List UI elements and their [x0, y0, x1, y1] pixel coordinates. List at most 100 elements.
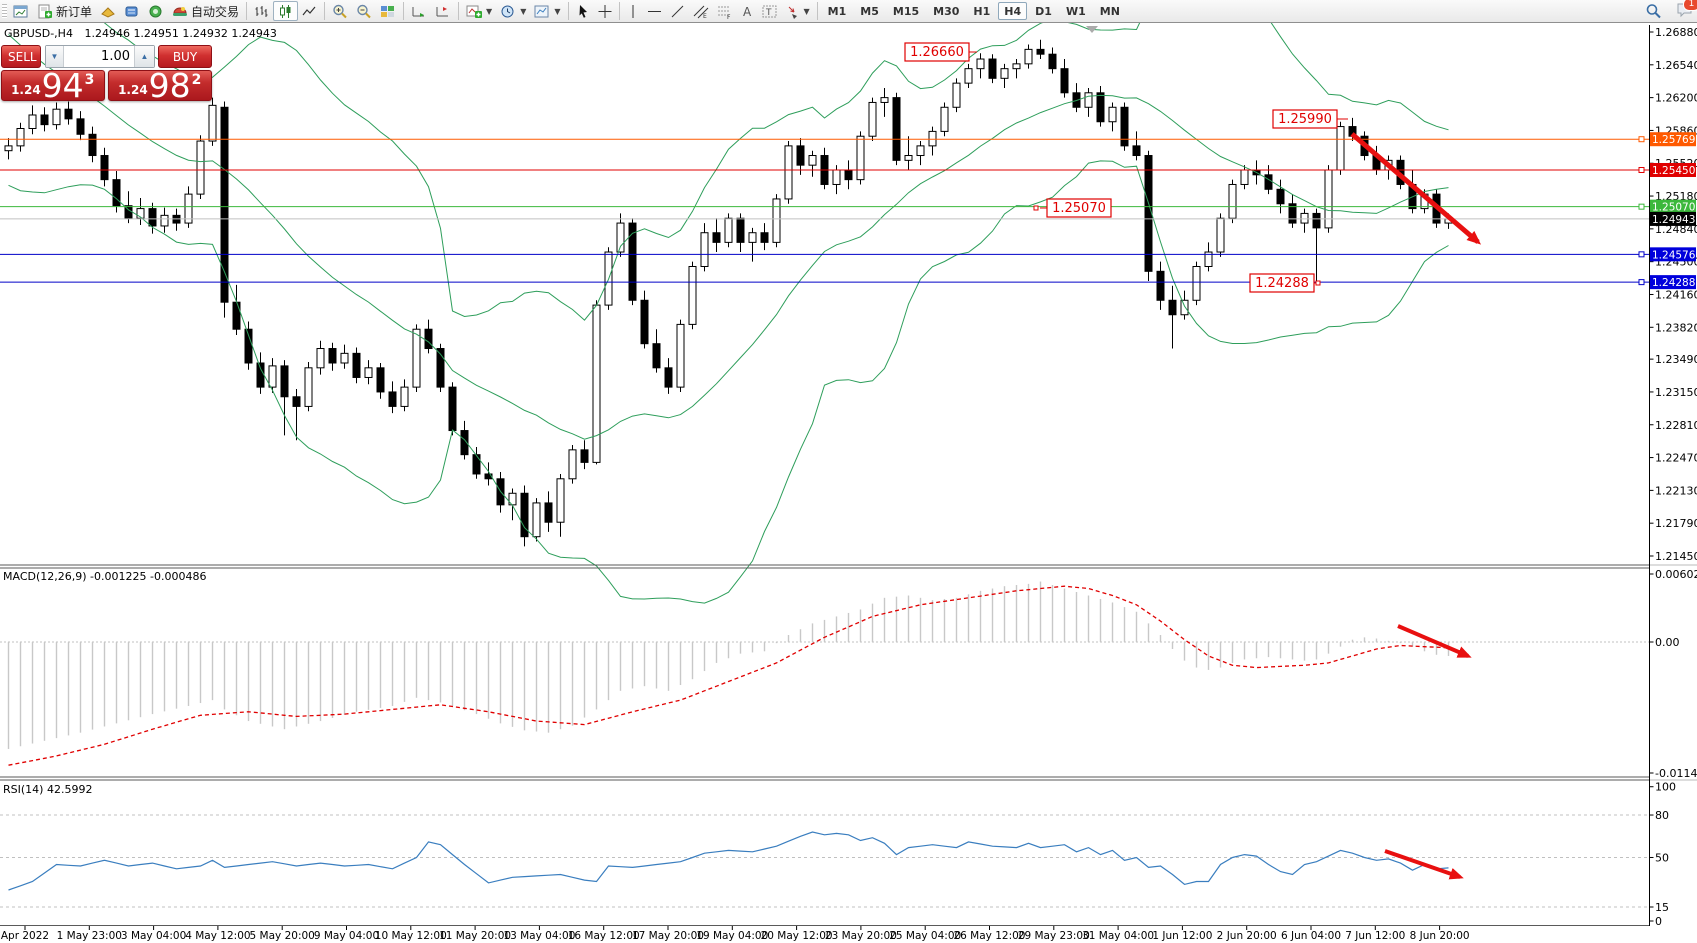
candle [1048, 47, 1057, 74]
time-axis[interactable]: Apr 2022 1 May 23:003 May 04:004 May 12:0… [1, 926, 1470, 942]
rsi-panel[interactable] [0, 814, 1649, 908]
zoom-out-icon [357, 4, 371, 18]
trend-arrow[interactable] [1350, 132, 1482, 245]
timeframe-m15-button[interactable]: M15 [887, 2, 925, 20]
toolbar-separator [816, 2, 818, 20]
price-annotation-box[interactable] [904, 42, 970, 62]
timeframe-d1-button[interactable]: D1 [1029, 2, 1058, 20]
arrows-tool-button[interactable]: ▼ [782, 1, 814, 21]
trendline-tool-button[interactable] [666, 1, 689, 21]
horizontal-lines-layer[interactable] [0, 136, 1649, 286]
zoom-out-button[interactable] [352, 1, 376, 21]
timeframe-h4-button[interactable]: H4 [998, 2, 1028, 20]
navigator-button[interactable] [144, 1, 168, 21]
channel-tool-button[interactable]: E [689, 1, 713, 21]
toolbar-separator [567, 2, 569, 20]
candlestick-mode-button[interactable] [273, 1, 299, 21]
zoom-in-icon [333, 4, 347, 18]
buy-price-box[interactable]: 1.24 98 2 [107, 69, 212, 102]
auto-trading-button[interactable]: 自动交易 [168, 1, 243, 21]
toolbar-separator [458, 2, 460, 20]
svg-text:F: F [727, 14, 731, 19]
candle [856, 131, 865, 185]
timeframe-w1-button[interactable]: W1 [1060, 2, 1092, 20]
timeframe-m1-button[interactable]: M1 [822, 2, 853, 20]
candle [568, 445, 577, 484]
price-annotation-box[interactable] [1249, 273, 1315, 293]
timeframe-h1-button[interactable]: H1 [967, 2, 996, 20]
timeframe-m30-button[interactable]: M30 [927, 2, 965, 20]
price-annotation-box[interactable] [1272, 109, 1338, 129]
auto-scroll-button[interactable] [407, 1, 431, 21]
volume-up-button[interactable]: ▲ [134, 46, 154, 67]
text-tool-button[interactable]: A [737, 1, 758, 21]
cursor-tool-button[interactable] [572, 1, 594, 21]
new-order-button[interactable]: 新订单 [33, 1, 96, 21]
vertical-line-tool-button[interactable] [623, 1, 643, 21]
horizontal-line-tool-button[interactable] [643, 1, 666, 21]
volume-down-button[interactable]: ▼ [46, 46, 64, 67]
rsi-tick-label: 80 [1655, 809, 1669, 822]
periods-button[interactable]: ▼ [496, 1, 530, 21]
toolbar-grip[interactable] [2, 4, 7, 18]
volume-input[interactable] [64, 46, 134, 67]
text-label-tool-button[interactable]: T [758, 1, 782, 21]
fibonacci-tool-button[interactable]: F [713, 1, 737, 21]
candle [820, 147, 829, 190]
trend-arrows-layer[interactable] [1350, 132, 1482, 880]
candle [352, 347, 361, 384]
templates-button[interactable]: ▼ [530, 1, 564, 21]
candle [328, 342, 337, 371]
crosshair-tool-button[interactable] [594, 1, 616, 21]
hline-handle[interactable] [1638, 136, 1645, 143]
candle [712, 218, 721, 253]
chart-shift-marker[interactable] [1086, 26, 1098, 33]
notifications-button[interactable]: 1 [1676, 0, 1697, 21]
hline-handle[interactable] [1638, 279, 1645, 286]
trend-arrow[interactable] [1397, 624, 1472, 658]
price-badge [1650, 275, 1696, 290]
candles-layer[interactable] [4, 39, 1453, 547]
zoom-in-button[interactable] [328, 1, 352, 21]
candle [928, 126, 937, 156]
hline-handle[interactable] [1638, 203, 1645, 210]
buy-button[interactable]: BUY [158, 45, 212, 68]
candle [172, 208, 181, 231]
trend-arrow[interactable] [1384, 849, 1464, 880]
panel-borders [0, 22, 1697, 943]
candle [1168, 285, 1177, 349]
annotations-layer[interactable]: 1.26660 1.25990 1.25070 1.24288 [904, 42, 1348, 293]
data-window-button[interactable] [120, 1, 144, 21]
bar-chart-mode-button[interactable] [250, 1, 273, 21]
hline-handle[interactable] [1638, 251, 1645, 258]
tile-windows-button[interactable] [376, 1, 400, 21]
macd-signal-line [8, 585, 1449, 766]
bollinger-lower-line [8, 160, 1449, 604]
indicators-button[interactable]: ▼ [462, 1, 496, 21]
price-annotation-box[interactable] [1046, 198, 1112, 218]
toolbar-separator [403, 2, 405, 20]
search-button[interactable] [1641, 1, 1666, 21]
price-badge-label: 1.25769 [1652, 134, 1695, 146]
hline-handle[interactable] [1638, 166, 1645, 173]
price-tick-label: 1.23490 [1655, 353, 1697, 366]
auto-trading-icon [173, 6, 188, 16]
timeframe-mn-button[interactable]: MN [1094, 2, 1126, 20]
sell-price-box[interactable]: 1.24 94 3 [1, 69, 105, 102]
market-watch-button[interactable] [96, 1, 120, 21]
price-axis[interactable]: 1.268801.265401.262001.258601.255201.251… [1649, 26, 1697, 928]
sell-button[interactable]: SELL [1, 45, 41, 68]
candle [1132, 131, 1141, 161]
timeframe-m5-button[interactable]: M5 [854, 2, 885, 20]
macd-panel[interactable] [0, 581, 1649, 766]
candle [340, 344, 349, 369]
rsi-tick-label: 15 [1655, 901, 1669, 914]
line-chart-mode-button[interactable] [298, 1, 321, 21]
new-chart-button[interactable] [9, 1, 33, 21]
candle [688, 261, 697, 330]
candle [472, 446, 481, 479]
time-tick-label: 1 May 23:00 [57, 930, 122, 942]
chart-shift-button[interactable] [431, 1, 455, 21]
candle [784, 141, 793, 204]
